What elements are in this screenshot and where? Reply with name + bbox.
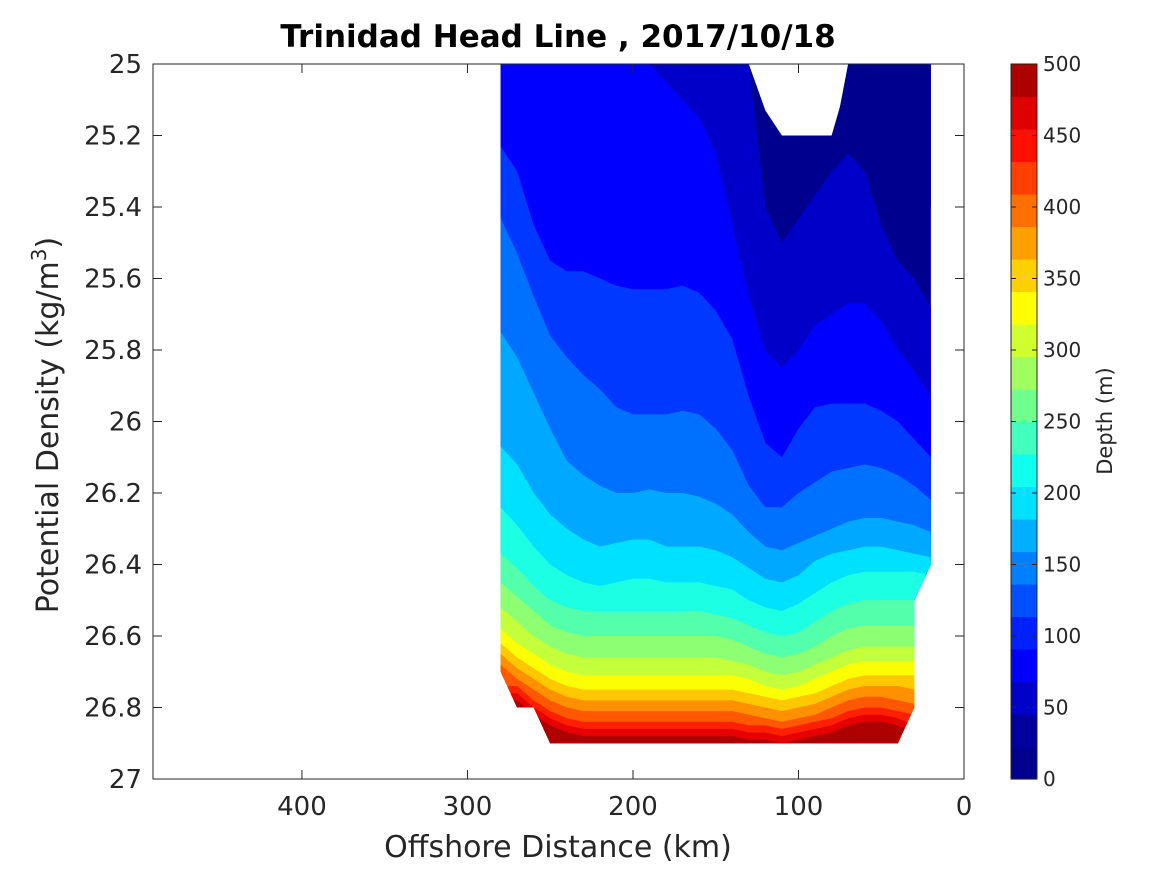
colorbar-segment — [1011, 194, 1037, 228]
colorbar-segment — [1011, 259, 1037, 293]
y-tick-label: 25 — [109, 50, 142, 80]
colorbar-segment — [1011, 486, 1037, 520]
colorbar-segment — [1011, 746, 1037, 780]
colorbar-tick-label: 350 — [1043, 267, 1081, 291]
y-tick-label: 26.4 — [84, 551, 142, 581]
colorbar-segment — [1011, 226, 1037, 260]
y-tick-label: 25.4 — [84, 193, 142, 223]
contour-band-400m — [500, 693, 931, 744]
colorbar-tick-label: 50 — [1043, 696, 1068, 720]
colorbar-tick-label: 200 — [1043, 481, 1081, 505]
y-tick-label: 26 — [109, 408, 142, 438]
colorbar-segment — [1011, 129, 1037, 163]
contour-fill-layer — [500, 64, 931, 744]
colorbar-segment — [1011, 324, 1037, 358]
colorbar-segment — [1011, 714, 1037, 748]
colorbar-segment — [1011, 616, 1037, 650]
blank-region — [748, 64, 849, 136]
colorbar-segment — [1011, 96, 1037, 130]
x-axis-ticks: 400 300 200 100 0 — [277, 64, 972, 822]
colorbar-segment — [1011, 454, 1037, 488]
colorbar-segment — [1011, 356, 1037, 390]
y-tick-label: 26.2 — [84, 479, 142, 509]
colorbar-tick-label: 100 — [1043, 624, 1081, 648]
colorbar-tick-label: 150 — [1043, 553, 1081, 577]
colorbar-tick-label: 0 — [1043, 767, 1056, 791]
y-tick-label: 25.8 — [84, 336, 142, 366]
colorbar-tick-label: 400 — [1043, 195, 1081, 219]
x-tick-label: 100 — [774, 792, 824, 822]
y-axis-label-superscript: 3 — [27, 248, 51, 261]
colorbar-segment — [1011, 389, 1037, 423]
x-tick-label: 400 — [277, 792, 327, 822]
y-axis-label-close: ) — [31, 237, 66, 249]
y-tick-label: 26.6 — [84, 622, 142, 652]
y-tick-label: 25.2 — [84, 122, 142, 152]
colorbar-label: Depth (m) — [1093, 367, 1117, 474]
contour-band-300m — [500, 643, 931, 744]
colorbar-segment — [1011, 161, 1037, 195]
colorbar-tick-label: 500 — [1043, 52, 1081, 76]
contour-band-425m — [500, 700, 931, 744]
colorbar-segment — [1011, 649, 1037, 683]
colorbar-tick-label: 300 — [1043, 338, 1081, 362]
colorbar-segment — [1011, 64, 1037, 98]
colorbar-segment — [1011, 551, 1037, 585]
contour-bands — [500, 64, 931, 744]
y-tick-label: 27 — [109, 765, 142, 795]
colorbar-tick-label: 450 — [1043, 124, 1081, 148]
x-tick-label: 200 — [608, 792, 658, 822]
colorbar-segment — [1011, 519, 1037, 553]
y-axis-label: Potential Density (kg/m3) — [27, 237, 66, 613]
y-tick-label: 26.8 — [84, 694, 142, 724]
colorbar-segment — [1011, 291, 1037, 325]
x-tick-label: 300 — [443, 792, 493, 822]
y-tick-label: 25.6 — [84, 265, 142, 295]
colorbar: 0 50 100 150 200 250 300 350 400 450 500 — [1010, 52, 1081, 791]
contour-band-450m — [500, 703, 931, 744]
contour-band-325m — [500, 653, 931, 744]
near-shore-shallow-band — [748, 64, 931, 207]
x-axis-label: Offshore Distance (km) — [384, 830, 732, 865]
x-tick-label: 0 — [956, 792, 973, 822]
colorbar-segment — [1011, 421, 1037, 455]
colorbar-segment — [1011, 584, 1037, 618]
chart-title: Trinidad Head Line , 2017/10/18 — [280, 19, 835, 55]
colorbar-segment — [1011, 681, 1037, 715]
y-axis-label-main: Potential Density (kg/m — [31, 261, 66, 613]
y-axis-ticks: 25 25.2 25.4 25.6 25.8 26 26.2 26.4 26.6 26.8 27 — [84, 50, 964, 795]
colorbar-tick-label: 250 — [1043, 410, 1081, 434]
